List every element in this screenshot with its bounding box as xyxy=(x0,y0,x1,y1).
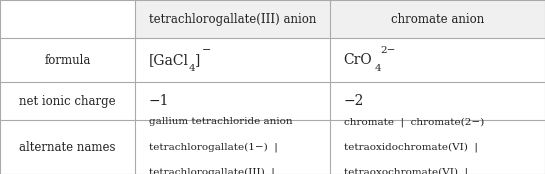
Text: chromate  |  chromate(2−): chromate | chromate(2−) xyxy=(344,117,484,127)
Bar xyxy=(135,0,545,38)
Text: tetrachlorogallate(III)  |: tetrachlorogallate(III) | xyxy=(149,167,275,174)
Text: −1: −1 xyxy=(149,94,169,108)
Text: 2−: 2− xyxy=(381,46,396,55)
Text: 4: 4 xyxy=(189,64,196,73)
Text: 4: 4 xyxy=(375,64,382,73)
Text: gallium tetrachloride anion: gallium tetrachloride anion xyxy=(149,117,292,126)
Text: [GaCl: [GaCl xyxy=(149,53,189,67)
Text: ]: ] xyxy=(195,53,201,67)
Text: tetrachlorogallate(III) anion: tetrachlorogallate(III) anion xyxy=(149,13,316,26)
Text: tetraoxochromate(VI)  |: tetraoxochromate(VI) | xyxy=(344,167,468,174)
Text: −2: −2 xyxy=(344,94,364,108)
Text: formula: formula xyxy=(44,53,90,66)
Text: chromate anion: chromate anion xyxy=(391,13,484,26)
Text: tetraoxidochromate(VI)  |: tetraoxidochromate(VI) | xyxy=(344,142,477,152)
Text: CrO: CrO xyxy=(344,53,372,67)
Text: net ionic charge: net ionic charge xyxy=(19,94,116,108)
Text: −: − xyxy=(202,45,211,56)
Text: alternate names: alternate names xyxy=(19,140,116,153)
Text: tetrachlorogallate(1−)  |: tetrachlorogallate(1−) | xyxy=(149,142,277,152)
